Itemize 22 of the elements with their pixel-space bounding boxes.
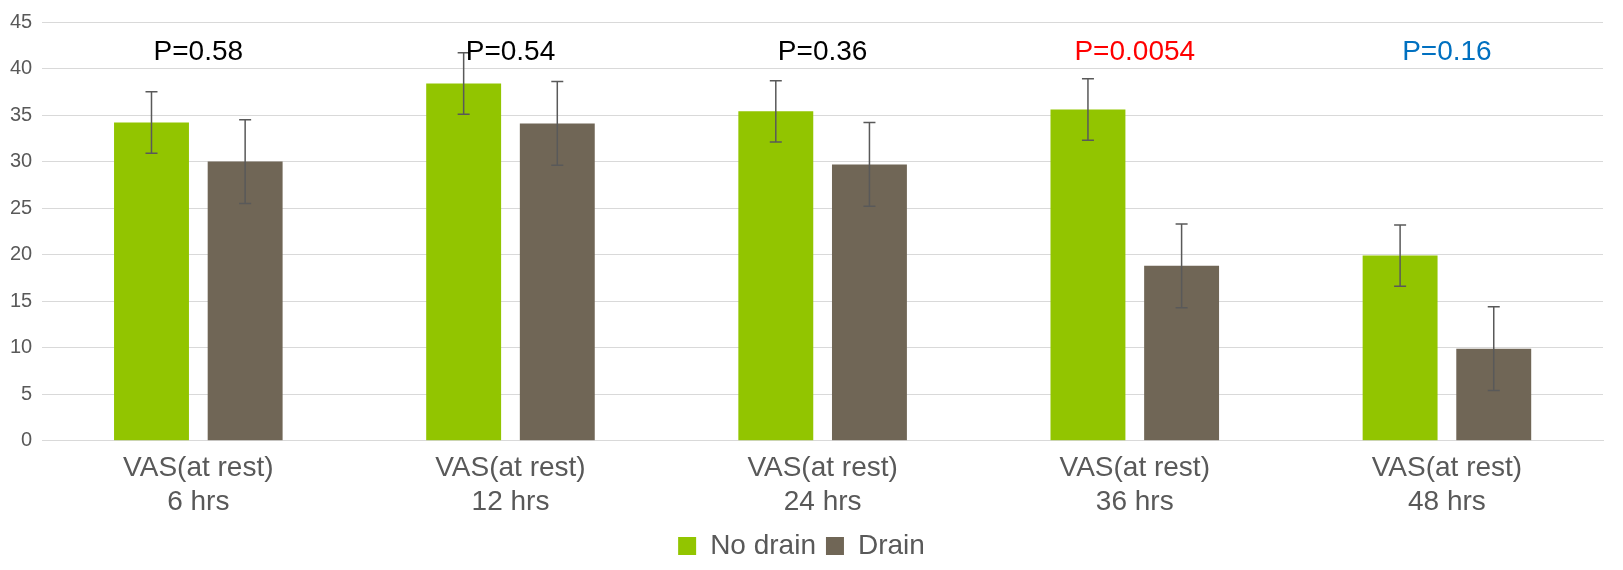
y-tick-label: 0	[21, 428, 33, 451]
x-tick-label: VAS(at rest) 6 hrs	[123, 451, 274, 516]
y-tick-label: 45	[10, 9, 33, 32]
legend-label: No drain	[710, 528, 816, 560]
y-tick-label: 35	[10, 102, 33, 125]
y-tick-label: 40	[10, 56, 33, 79]
x-tick-label: VAS(at rest) 36 hrs	[1059, 451, 1210, 516]
x-tick-label: VAS(at rest) 48 hrs	[1371, 451, 1523, 516]
annotation: P=0.0054	[1074, 34, 1196, 66]
y-tick-label: 5	[21, 381, 33, 404]
annotation: P=0.36	[777, 34, 868, 66]
x-tick-label: VAS(at rest) 12 hrs	[435, 451, 586, 516]
x-tick-label: VAS(at rest) 24 hrs	[747, 451, 898, 516]
annotation: P=0.16	[1402, 34, 1492, 66]
legend-label: Drain	[857, 528, 925, 560]
y-tick-label: 10	[10, 335, 33, 358]
y-tick-label: 30	[10, 149, 33, 172]
y-tick-label: 15	[10, 288, 33, 311]
y-tick-label: 20	[10, 242, 33, 265]
annotation: P=0.58	[153, 34, 244, 66]
annotation: P=0.54	[465, 34, 556, 66]
y-tick-label: 25	[10, 195, 33, 218]
